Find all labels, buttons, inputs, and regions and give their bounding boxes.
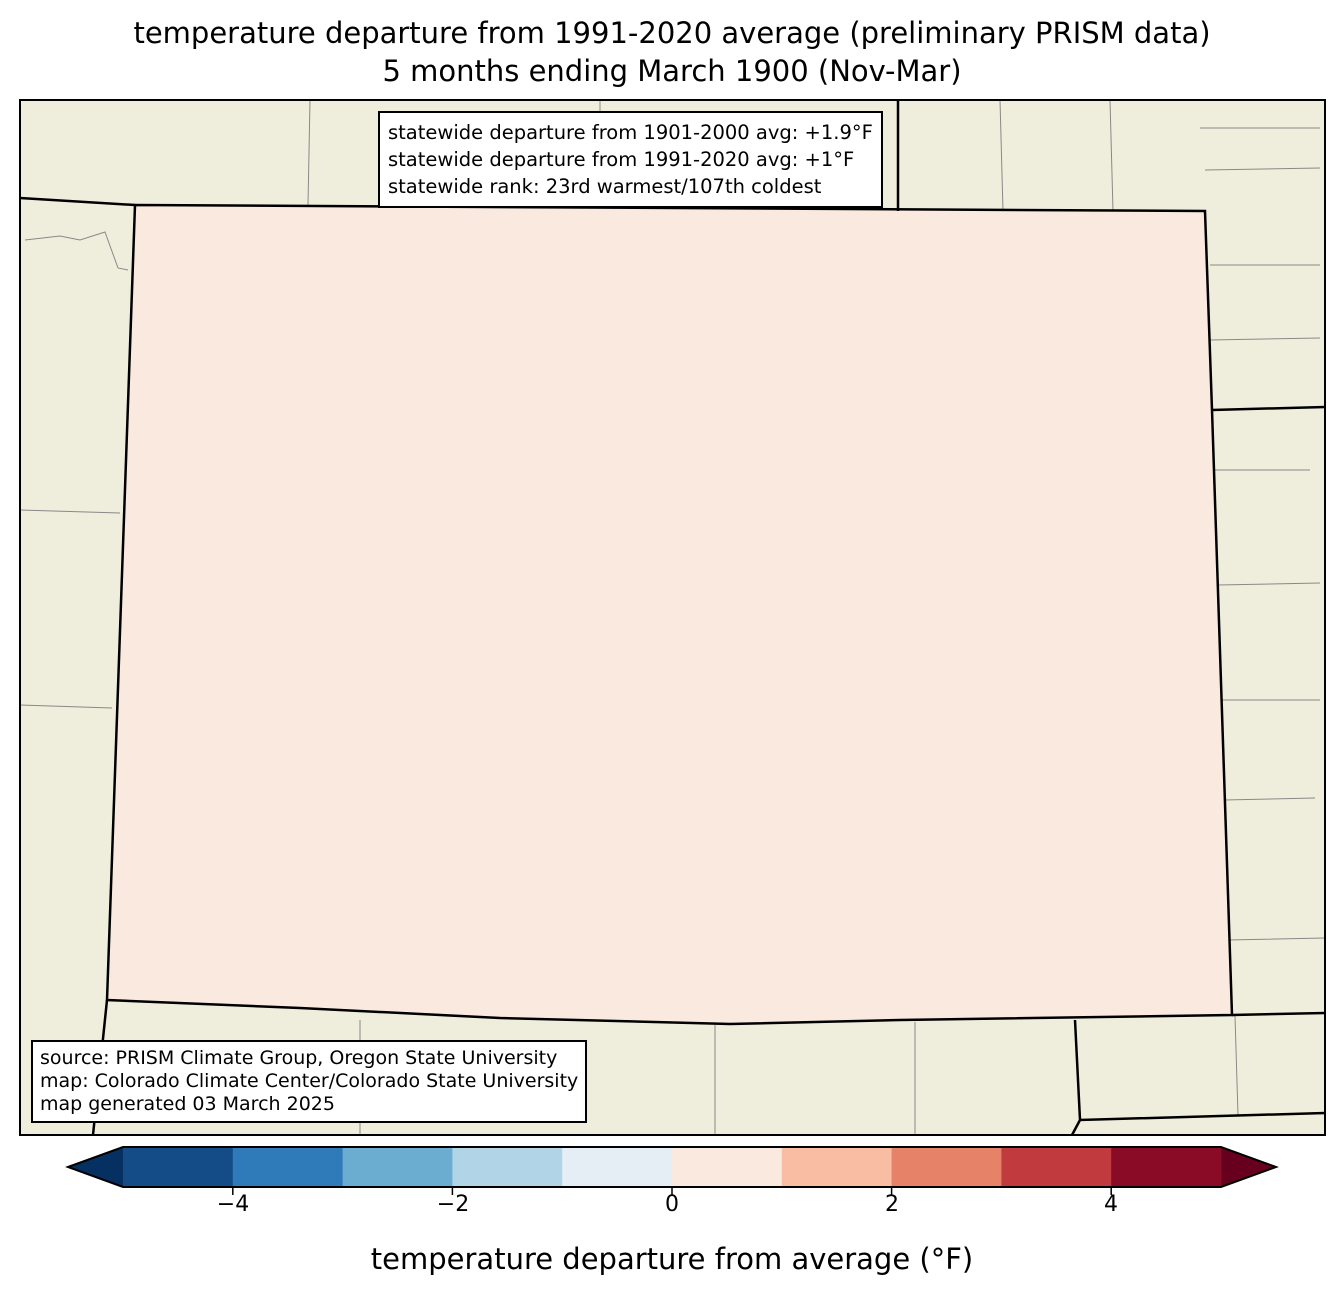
- colorbar-segment: [1111, 1147, 1222, 1187]
- colorbar-label: temperature departure from average (°F): [370, 1242, 974, 1276]
- credits-box: source: PRISM Climate Group, Oregon Stat…: [31, 1040, 588, 1123]
- statewide-stats-box: statewide departure from 1901-2000 avg: …: [378, 111, 883, 208]
- colorbar-segment: [891, 1147, 1002, 1187]
- map-frame: [19, 99, 1326, 1136]
- state-borders: [19, 100, 1326, 1136]
- colorbar-segment: [562, 1147, 673, 1187]
- colorbar-segment: [1001, 1147, 1112, 1187]
- title-line-1: temperature departure from 1991-2020 ave…: [133, 16, 1211, 50]
- colorbar-outline: [65, 1146, 1279, 1188]
- colorbar: [65, 1146, 1279, 1195]
- credit-generated: map generated 03 March 2025: [40, 1093, 335, 1115]
- colorbar-tick-label: 4: [1104, 1192, 1118, 1217]
- credit-map: map: Colorado Climate Center/Colorado St…: [40, 1070, 579, 1092]
- stat-1901-2000: statewide departure from 1901-2000 avg: …: [388, 121, 873, 144]
- stat-1991-2020: statewide departure from 1991-2020 avg: …: [388, 148, 855, 171]
- colorbar-segment: [452, 1147, 563, 1187]
- colorbar-segment: [232, 1147, 344, 1187]
- colorbar-segment: [672, 1147, 783, 1187]
- colorbar-segment: [781, 1147, 893, 1187]
- stat-rank: statewide rank: 23rd warmest/107th colde…: [388, 175, 822, 198]
- colorbar-tick-label: −2: [436, 1192, 470, 1217]
- colorbar-tick-label: −4: [216, 1192, 250, 1217]
- colorbar-extend-high: [1221, 1147, 1276, 1187]
- colorbar-extend-low: [68, 1147, 123, 1187]
- colorbar-segment: [123, 1147, 234, 1187]
- colorbar-segment: [342, 1147, 453, 1187]
- colorbar-tick-label: 2: [885, 1192, 899, 1217]
- title-line-2: 5 months ending March 1900 (Nov-Mar): [382, 54, 962, 88]
- credit-source: source: PRISM Climate Group, Oregon Stat…: [40, 1047, 558, 1069]
- colorbar-tick-label: 0: [665, 1192, 679, 1217]
